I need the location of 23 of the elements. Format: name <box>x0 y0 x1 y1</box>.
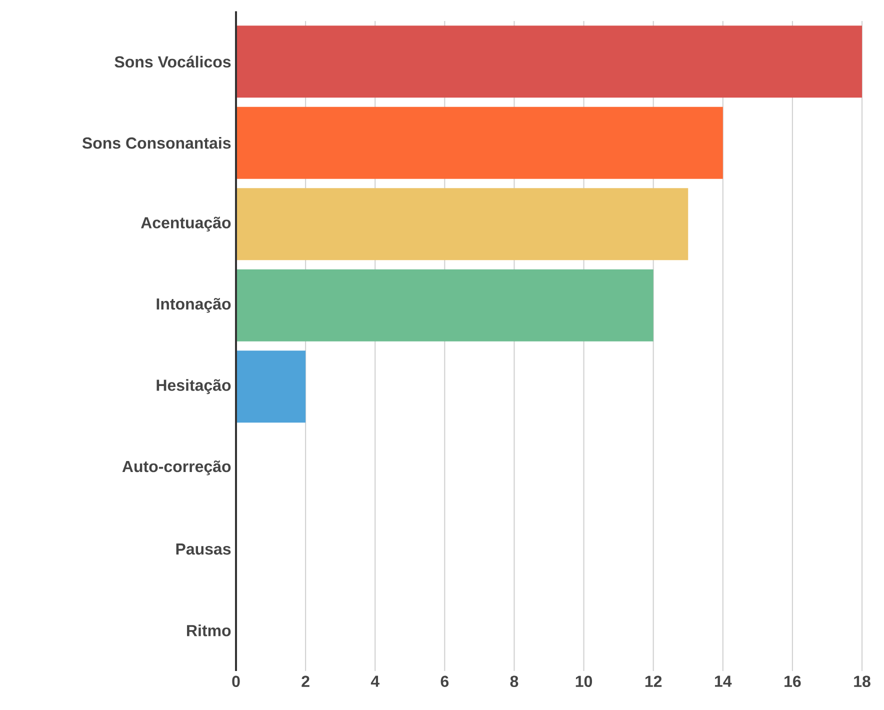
y-tick-label: Hesitação <box>156 379 231 394</box>
x-tick-label: 18 <box>854 676 870 688</box>
y-tick-label: Intonação <box>156 298 231 313</box>
x-tick-label: 10 <box>576 676 592 688</box>
x-tick-label: 0 <box>232 676 240 688</box>
bar <box>236 269 654 342</box>
x-tick-label: 2 <box>302 676 310 687</box>
bar <box>236 106 723 179</box>
y-tick-label: Sons Vocálicos <box>114 56 231 68</box>
x-tick-label: 16 <box>784 676 801 688</box>
x-tick-label: 8 <box>510 676 518 688</box>
bar <box>236 350 306 423</box>
y-tick-label: Ritmo <box>187 624 231 636</box>
x-tick-label: 4 <box>370 676 380 687</box>
x-tick-label: 6 <box>440 676 449 688</box>
bar <box>236 188 688 260</box>
y-tick-label: Auto-correção <box>122 460 231 476</box>
y-tick-label: Pausas <box>176 544 231 555</box>
y-tick-label: Acentuação <box>140 216 231 232</box>
x-tick-label: 12 <box>645 676 662 687</box>
bar <box>236 26 862 98</box>
y-tick-label: Sons Consonantais <box>82 137 231 149</box>
x-tick-label: 14 <box>715 676 732 687</box>
